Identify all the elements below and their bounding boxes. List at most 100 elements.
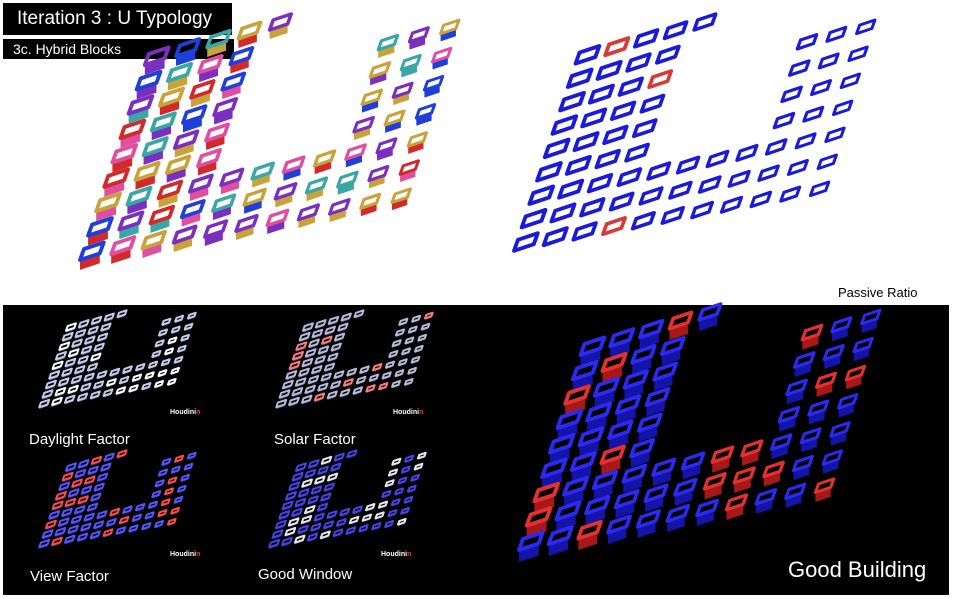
analysis-block <box>116 449 128 459</box>
analysis-block <box>333 332 346 343</box>
analysis-block <box>345 526 357 536</box>
building-block <box>228 46 255 74</box>
analysis-block <box>320 455 333 466</box>
analysis-block <box>304 348 317 359</box>
building-block <box>383 109 406 133</box>
analysis-block <box>164 347 175 356</box>
building-block <box>181 104 208 133</box>
analysis-block <box>298 331 311 343</box>
result-block <box>607 419 634 450</box>
page-title: Iteration 3 : U Typology <box>3 3 232 35</box>
analysis-block <box>67 348 80 359</box>
building-block <box>431 46 453 70</box>
analysis-block <box>313 512 325 523</box>
analysis-block <box>311 365 323 375</box>
analysis-block <box>160 498 171 507</box>
analysis-block <box>394 328 406 337</box>
analysis-block <box>308 338 320 349</box>
analysis-block <box>391 379 402 389</box>
building-block <box>399 53 422 78</box>
result-block <box>554 500 582 532</box>
analysis-block <box>74 328 87 339</box>
building-block <box>172 129 200 158</box>
analysis-block <box>83 512 95 523</box>
result-block <box>621 463 648 494</box>
result-block <box>584 494 611 525</box>
analysis-block <box>278 389 291 400</box>
result-block <box>667 310 694 341</box>
result-block <box>599 444 626 475</box>
analysis-block <box>128 384 139 393</box>
result-block <box>740 439 764 466</box>
result-block <box>643 483 669 513</box>
building-outline <box>816 153 838 171</box>
analysis-block <box>105 378 117 388</box>
analysis-block <box>317 382 329 393</box>
building-block <box>188 173 214 201</box>
building-block <box>398 159 420 183</box>
analysis-block <box>151 349 162 359</box>
analysis-block <box>64 497 77 508</box>
analysis-block <box>118 515 130 525</box>
analysis-block <box>89 390 101 400</box>
building-outline <box>808 180 831 198</box>
result-block <box>562 475 590 507</box>
analysis-block <box>100 462 112 473</box>
result-block <box>830 316 853 342</box>
analysis-block <box>61 507 73 518</box>
building-block <box>140 229 167 258</box>
view-factor-label: View Factor <box>30 568 109 585</box>
building-outline <box>817 52 840 70</box>
building-block <box>242 187 267 214</box>
analysis-block <box>281 379 294 390</box>
result-block <box>821 449 843 474</box>
building-block <box>211 193 237 221</box>
building-outline <box>727 169 751 188</box>
analysis-block <box>96 332 109 343</box>
building-block <box>234 213 259 241</box>
analysis-block <box>365 502 376 512</box>
good-building-model <box>517 302 882 563</box>
building-block <box>203 219 229 246</box>
analysis-block <box>64 322 77 333</box>
analysis-block <box>61 331 74 343</box>
analysis-block <box>93 342 105 353</box>
result-block <box>578 335 607 368</box>
result-block <box>517 530 545 563</box>
building-block <box>102 167 130 197</box>
analysis-block <box>397 476 408 485</box>
analysis-block <box>80 345 93 356</box>
analysis-block <box>157 468 169 477</box>
building-outline <box>831 99 854 117</box>
result-block <box>592 376 620 408</box>
analysis-block <box>333 370 345 380</box>
result-block <box>532 481 561 514</box>
analysis-block <box>321 335 333 346</box>
good-window-model <box>268 449 427 550</box>
analysis-block <box>176 484 187 493</box>
result-block <box>777 405 801 432</box>
building-block <box>94 191 122 222</box>
result-block <box>638 318 665 350</box>
analysis-block <box>310 522 322 533</box>
building-block <box>273 182 298 208</box>
analysis-block <box>67 384 79 395</box>
analysis-block <box>151 489 162 499</box>
analysis-block <box>96 472 109 483</box>
building-block <box>328 198 351 223</box>
analysis-block <box>324 325 336 336</box>
result-block <box>852 336 874 362</box>
analysis-block <box>44 519 57 530</box>
analysis-block <box>51 500 64 511</box>
result-block <box>546 525 574 557</box>
building-block <box>281 155 306 181</box>
analysis-block <box>314 475 326 486</box>
analysis-block <box>391 457 402 467</box>
analysis-block <box>326 472 339 483</box>
analysis-block <box>404 336 415 345</box>
passive-ratio-label: Passive Ratio <box>838 285 918 300</box>
analysis-block <box>297 488 310 499</box>
building-outline <box>519 207 548 230</box>
analysis-block <box>285 370 298 381</box>
analysis-block <box>160 358 171 367</box>
